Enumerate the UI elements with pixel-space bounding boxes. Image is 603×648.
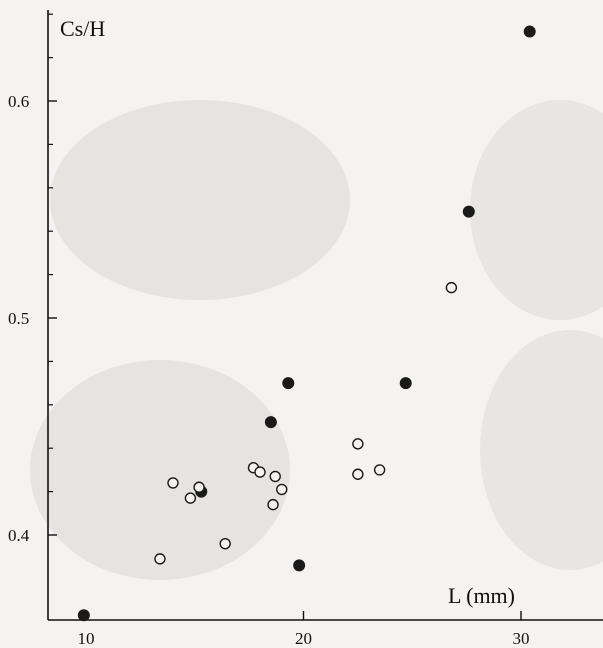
open-data-point [276,483,288,496]
open-data-point [269,470,281,483]
background-blob [30,360,290,580]
filled-data-point [77,609,90,622]
data-points [77,25,536,622]
open-data-point [267,498,279,511]
x-axis-label: L (mm) [448,583,515,608]
y-tick-label: 0.5 [8,309,29,328]
open-data-point [254,466,266,478]
y-tick-label: 0.4 [8,526,30,545]
open-data-point [184,492,197,504]
filled-data-point [462,205,475,218]
background-blob [50,100,350,300]
open-data-point [154,553,166,565]
background-blob [480,330,603,570]
open-data-point [193,481,205,493]
filled-data-point [282,377,295,390]
x-tick-label: 30 [513,629,530,648]
open-data-point [352,468,364,480]
axes [47,10,603,621]
filled-data-point [293,559,306,572]
background-blob [470,100,603,320]
y-tick-label: 0.6 [8,92,29,111]
ticks: 0.4 0.5 0.6 10 20 30 [8,13,530,648]
filled-data-point [264,416,277,429]
open-data-point [445,281,458,294]
open-data-point [373,464,386,476]
filled-data-point [523,25,536,38]
y-axis-label: Cs/H [60,16,105,41]
open-data-point [167,477,179,489]
open-data-point [352,438,364,450]
x-tick-label: 20 [295,629,312,648]
open-data-point [219,537,231,550]
filled-data-point [399,377,412,390]
x-tick-label: 10 [78,629,95,648]
